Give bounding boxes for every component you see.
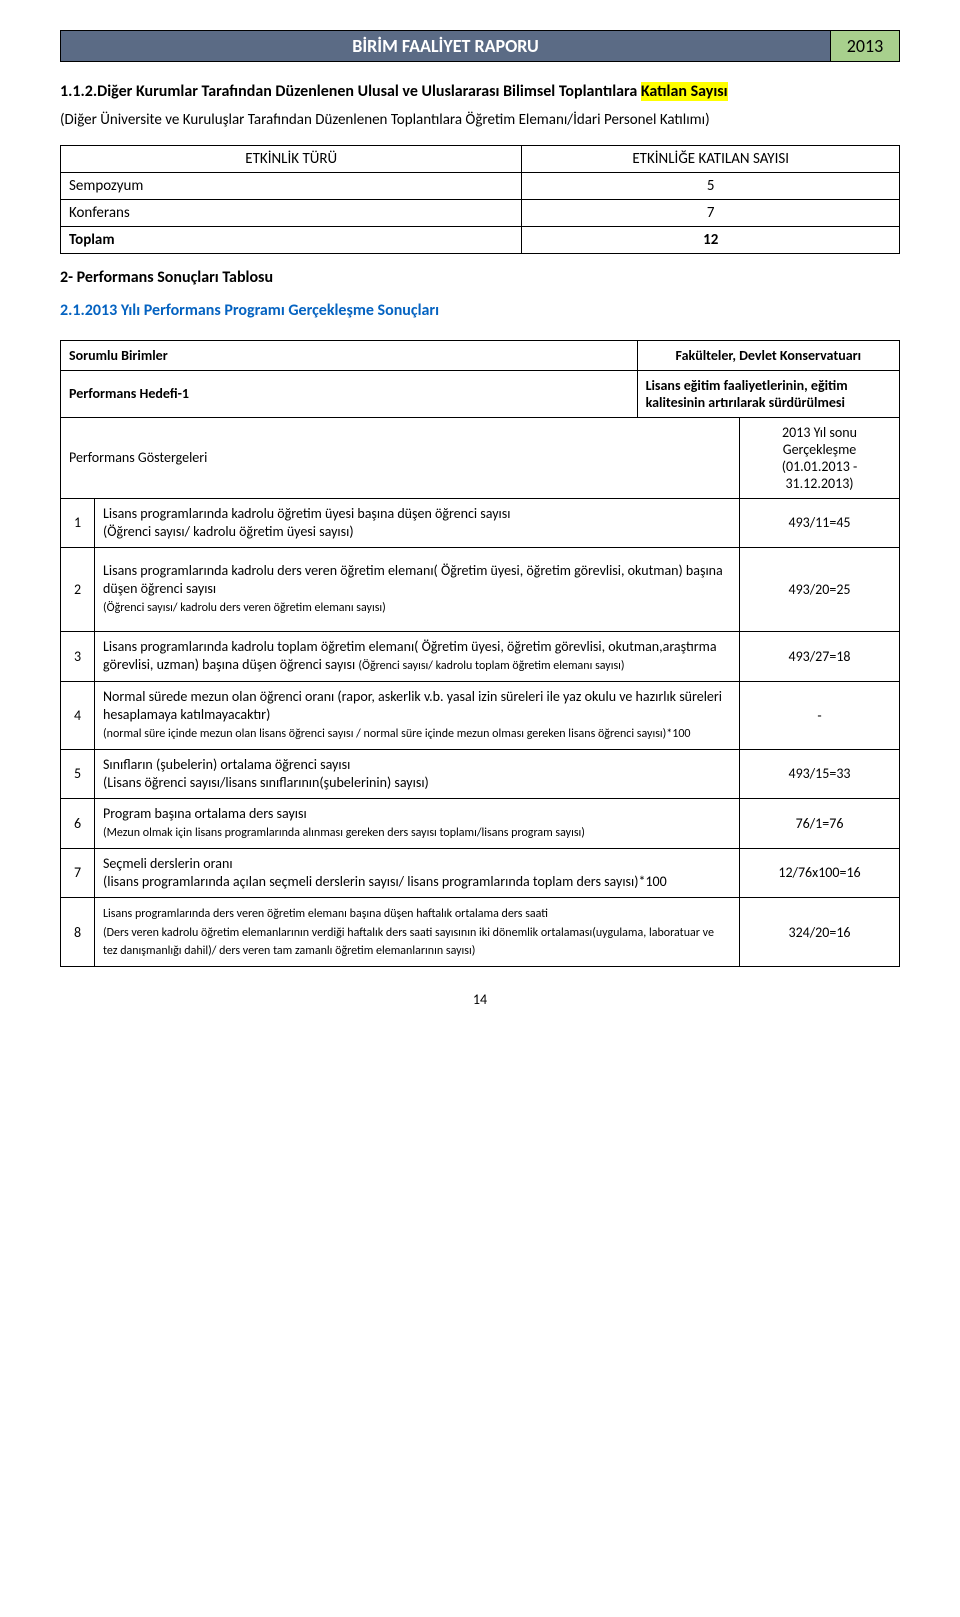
perf-item-row: 8 Lisans programlarında ders veren öğret… — [61, 898, 900, 967]
section-112-note: (Diğer Üniversite ve Kuruluşlar Tarafınd… — [60, 111, 900, 131]
perf-item-row: 7 Seçmeli derslerin oranı (lisans progra… — [61, 848, 900, 897]
perf-item-val: 493/11=45 — [740, 498, 900, 547]
page-number: 14 — [60, 991, 900, 1008]
perf-hedef-value: Lisans eğitim faaliyetlerinin, eğitim ka… — [637, 370, 899, 417]
perf-gost-col3-l1: 2013 Yıl sonu — [782, 424, 857, 441]
section-112-highlight: Katılan Sayısı — [641, 82, 728, 101]
performance-subheading: 2.1.2013 Yılı Performans Programı Gerçek… — [60, 301, 900, 320]
perf-item-desc: Program başına ortalama ders sayısı (Mez… — [95, 798, 740, 848]
perf-item-val: - — [740, 681, 900, 749]
perf-item-row: 2 Lisans programlarında kadrolu ders ver… — [61, 547, 900, 631]
perf-item-desc-small: (lisans programlarında açılan seçmeli de… — [103, 873, 667, 890]
perf-item-num: 6 — [61, 798, 95, 848]
perf-gost-col3: 2013 Yıl sonu Gerçekleşme (01.01.2013 - … — [740, 417, 900, 498]
etkinlik-total-value: 12 — [522, 226, 900, 253]
etkinlik-col1-header: ETKİNLİK TÜRÜ — [61, 145, 522, 172]
perf-item-desc: Lisans programlarında ders veren öğretim… — [95, 898, 740, 967]
perf-item-row: 4 Normal sürede mezun olan öğrenci oranı… — [61, 681, 900, 749]
etkinlik-col2-header: ETKİNLİĞE KATILAN SAYISI — [522, 145, 900, 172]
perf-item-row: 1 Lisans programlarında kadrolu öğretim … — [61, 498, 900, 547]
perf-item-num: 4 — [61, 681, 95, 749]
perf-item-desc-small: (Öğrenci sayısı/ kadrolu ders veren öğre… — [103, 601, 386, 615]
perf-item-desc-small: (Ders veren kadrolu öğretim elemanlarını… — [103, 926, 714, 959]
perf-item-num: 5 — [61, 749, 95, 798]
perf-item-desc: Normal sürede mezun olan öğrenci oranı (… — [95, 681, 740, 749]
etkinlik-row-label: Konferans — [61, 199, 522, 226]
section-112-heading: 1.1.2.Diğer Kurumlar Tarafından Düzenlen… — [60, 82, 900, 101]
perf-item-val: 324/20=16 — [740, 898, 900, 967]
perf-hedef-row: Performans Hedefi-1 Lisans eğitim faaliy… — [61, 370, 900, 417]
table-header-row: ETKİNLİK TÜRÜ ETKİNLİĞE KATILAN SAYISI — [61, 145, 900, 172]
etkinlik-row-value: 5 — [522, 172, 900, 199]
perf-item-desc: Seçmeli derslerin oranı (lisans programl… — [95, 848, 740, 897]
perf-item-desc: Lisans programlarında kadrolu toplam öğr… — [95, 631, 740, 681]
table-row: Sempozyum 5 — [61, 172, 900, 199]
etkinlik-row-label: Sempozyum — [61, 172, 522, 199]
perf-item-desc: Sınıfların (şubelerin) ortalama öğrenci … — [95, 749, 740, 798]
perf-item-desc: Lisans programlarında kadrolu öğretim üy… — [95, 498, 740, 547]
perf-item-desc-main: Lisans programlarında kadrolu ders veren… — [103, 562, 723, 597]
perf-item-desc-small: (Lisans öğrenci sayısı/lisans sınıfların… — [103, 774, 429, 791]
perf-sorumlu-label: Sorumlu Birimler — [61, 340, 638, 370]
perf-item-desc-small: (Öğrenci sayısı/ kadrolu öğretim üyesi s… — [103, 523, 354, 540]
etkinlik-row-value: 7 — [522, 199, 900, 226]
perf-item-desc-main: Normal sürede mezun olan öğrenci oranı (… — [103, 688, 722, 723]
page-header: BİRİM FAALİYET RAPORU 2013 — [60, 30, 900, 62]
perf-item-desc-small: (Mezun olmak için lisans programlarında … — [103, 826, 585, 840]
perf-item-val: 76/1=76 — [740, 798, 900, 848]
perf-item-desc-first: Lisans programlarında ders veren öğretim… — [103, 907, 548, 921]
perf-item-val: 12/76x100=16 — [740, 848, 900, 897]
perf-item-num: 1 — [61, 498, 95, 547]
perf-item-desc: Lisans programlarında kadrolu ders veren… — [95, 547, 740, 631]
perf-gost-label: Performans Göstergeleri — [61, 417, 740, 498]
perf-item-num: 3 — [61, 631, 95, 681]
perf-item-val: 493/20=25 — [740, 547, 900, 631]
perf-item-num: 7 — [61, 848, 95, 897]
perf-hedef-label: Performans Hedefi-1 — [61, 370, 638, 417]
perf-item-desc-small: (normal süre içinde mezun olan lisans öğ… — [103, 727, 691, 741]
perf-item-desc-main: Seçmeli derslerin oranı — [103, 855, 233, 872]
perf-gost-col3-l2: Gerçekleşme — [783, 441, 857, 458]
perf-item-val: 493/15=33 — [740, 749, 900, 798]
perf-item-num: 2 — [61, 547, 95, 631]
section-112-prefix: 1.1.2.Diğer Kurumlar Tarafından Düzenlen… — [60, 82, 641, 101]
perf-item-desc-main: Sınıfların (şubelerin) ortalama öğrenci … — [103, 756, 350, 773]
perf-gost-col3-l3: (01.01.2013 - 31.12.2013) — [782, 458, 858, 492]
perf-item-row: 6 Program başına ortalama ders sayısı (M… — [61, 798, 900, 848]
perf-item-desc-main: Program başına ortalama ders sayısı — [103, 805, 307, 822]
performance-heading: 2- Performans Sonuçları Tablosu — [60, 268, 900, 287]
header-year: 2013 — [830, 30, 900, 62]
table-row: Konferans 7 — [61, 199, 900, 226]
etkinlik-table: ETKİNLİK TÜRÜ ETKİNLİĞE KATILAN SAYISI S… — [60, 145, 900, 254]
header-title: BİRİM FAALİYET RAPORU — [60, 30, 830, 62]
perf-gost-header-row: Performans Göstergeleri 2013 Yıl sonu Ge… — [61, 417, 900, 498]
perf-item-val: 493/27=18 — [740, 631, 900, 681]
table-total-row: Toplam 12 — [61, 226, 900, 253]
perf-sorumlu-row: Sorumlu Birimler Fakülteler, Devlet Kons… — [61, 340, 900, 370]
perf-item-row: 3 Lisans programlarında kadrolu toplam ö… — [61, 631, 900, 681]
etkinlik-total-label: Toplam — [61, 226, 522, 253]
perf-item-row: 5 Sınıfların (şubelerin) ortalama öğrenc… — [61, 749, 900, 798]
perf-sorumlu-value: Fakülteler, Devlet Konservatuarı — [637, 340, 899, 370]
perf-item-desc-main: Lisans programlarında kadrolu öğretim üy… — [103, 505, 510, 522]
perf-item-num: 8 — [61, 898, 95, 967]
perf-item-desc-small-inline: (Öğrenci sayısı/ kadrolu toplam öğretim … — [358, 659, 624, 673]
performance-table: Sorumlu Birimler Fakülteler, Devlet Kons… — [60, 340, 900, 967]
